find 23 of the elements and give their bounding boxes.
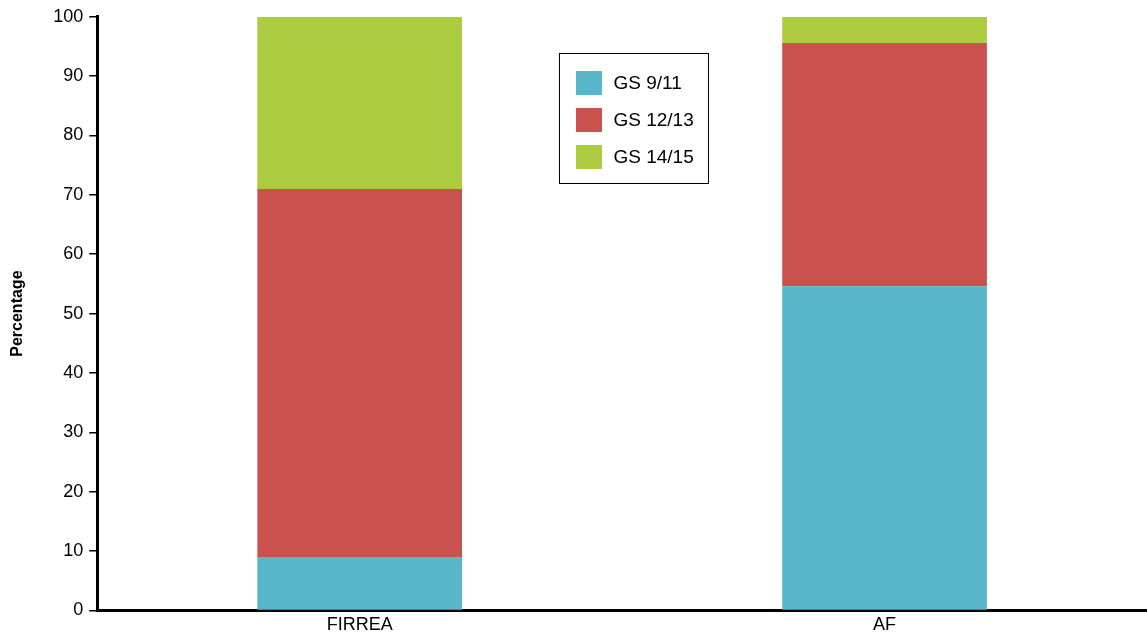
x-tick-label: AF	[873, 614, 897, 635]
y-tick-label: 90	[63, 65, 84, 86]
bar	[257, 556, 463, 610]
y-tick-label: 70	[63, 183, 84, 204]
legend-label: GS 14/15	[613, 145, 694, 168]
bar	[782, 16, 987, 43]
y-tick-label: 0	[73, 599, 84, 620]
y-axis-title: Percentage	[8, 270, 26, 357]
y-tick-label: 20	[63, 480, 84, 501]
y-tick-label: 60	[63, 243, 84, 264]
legend-label: GS 12/13	[613, 108, 694, 131]
bar	[257, 188, 463, 557]
x-tick-label: FIRREA	[326, 614, 393, 635]
bar	[257, 16, 463, 189]
y-tick-label: 100	[53, 5, 84, 26]
y-tick-label: 10	[63, 540, 84, 561]
y-tick-label: 80	[63, 124, 84, 145]
y-tick-label: 50	[63, 302, 84, 323]
bar	[782, 42, 987, 287]
legend-label: GS 9/11	[613, 71, 682, 94]
y-tick-label: 40	[63, 361, 84, 382]
y-tick-label: 30	[63, 421, 84, 442]
bar	[782, 286, 987, 610]
